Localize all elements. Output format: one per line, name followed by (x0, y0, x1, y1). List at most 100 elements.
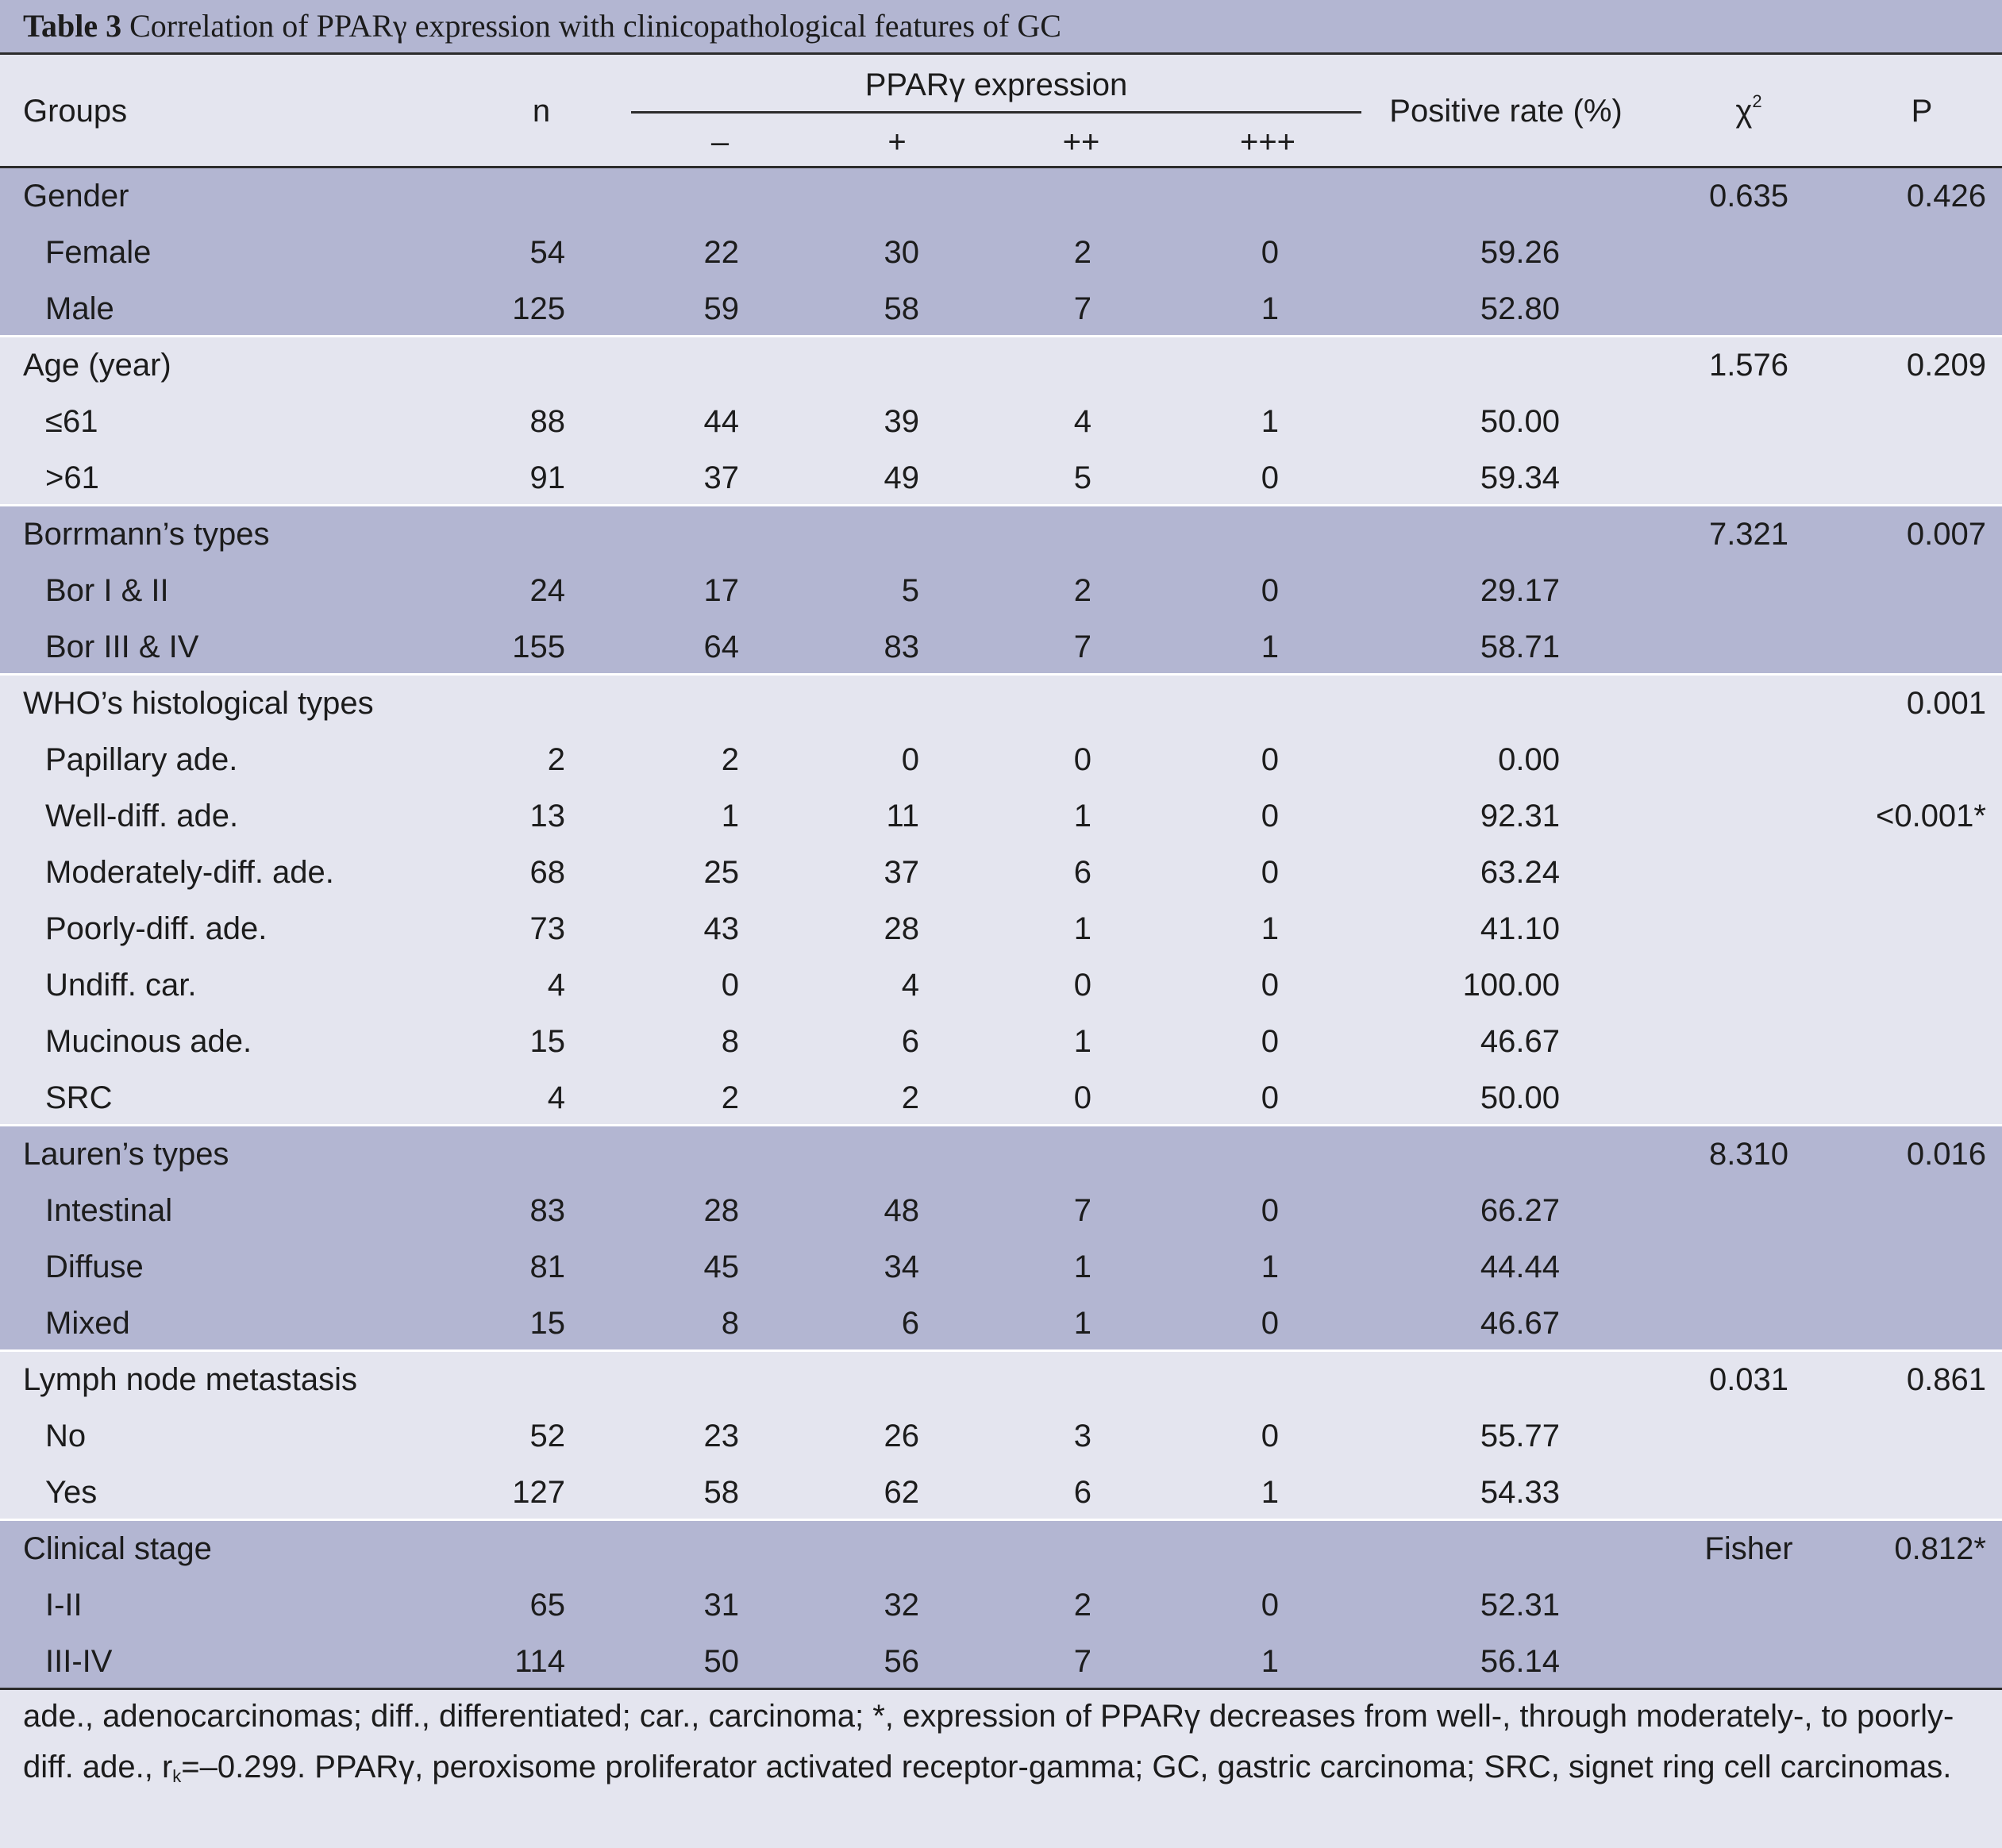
cell-positive-rate: 59.34 (1480, 460, 1560, 495)
row-label: >61 (45, 460, 99, 495)
cell-plus2: 7 (1073, 629, 1091, 664)
cell-neg: 31 (703, 1588, 740, 1623)
group-chi2: Fisher (1704, 1531, 1793, 1566)
table-row: Bor I & II 24 17 5 2 0 29.17 (0, 563, 2002, 619)
table-row: Moderately-diff. ade. 68 25 37 6 0 63.24 (0, 845, 2002, 901)
group-label: WHO’s histological types (23, 686, 374, 721)
cell-positive-rate: 46.67 (1480, 1024, 1560, 1059)
cell-plus3: 1 (1261, 1644, 1279, 1679)
group-header-row: Gender 0.635 0.426 (0, 168, 2002, 225)
row-label: ≤61 (45, 404, 98, 439)
cell-plus3: 0 (1261, 1080, 1279, 1115)
row-label: Bor I & II (45, 573, 169, 608)
group-label: Age (year) (23, 348, 171, 383)
cell-plus2: 2 (1073, 235, 1091, 270)
cell-plus3: 0 (1261, 235, 1279, 270)
group-header-row: WHO’s histological types 0.001 (0, 676, 2002, 732)
cell-positive-rate: 52.80 (1480, 291, 1560, 326)
cell-positive-rate: 58.71 (1480, 629, 1560, 664)
cell-n: 15 (529, 1306, 566, 1341)
group-p: 0.861 (1906, 1362, 1986, 1397)
cell-plus3: 0 (1261, 1588, 1279, 1623)
header-n: n (532, 94, 551, 129)
cell-neg: 44 (703, 404, 740, 439)
cell-positive-rate: 66.27 (1480, 1193, 1560, 1228)
row-label: Moderately-diff. ade. (45, 855, 334, 890)
cell-plus1: 58 (884, 291, 920, 326)
cell-plus3: 1 (1261, 291, 1279, 326)
row-label: Intestinal (45, 1193, 173, 1228)
cell-plus1: 4 (901, 968, 919, 1003)
header-plus3: +++ (1239, 125, 1296, 160)
table-row: I-II 65 31 32 2 0 52.31 (0, 1577, 2002, 1634)
cell-plus3: 1 (1261, 1475, 1279, 1510)
table-row: Mucinous ade. 15 8 6 1 0 46.67 (0, 1014, 2002, 1070)
table-title-bar: Table 3 Correlation of PPARγ expression … (0, 0, 2002, 55)
cell-neg: 59 (703, 291, 740, 326)
row-group: Gender 0.635 0.426 Female 54 22 30 2 0 59.26 Male 1… (0, 168, 2002, 337)
header-chi-sup: 2 (1752, 91, 1762, 111)
cell-plus2: 1 (1073, 1249, 1091, 1284)
cell-neg: 58 (703, 1475, 740, 1510)
cell-plus2: 1 (1073, 1024, 1091, 1059)
cell-neg: 43 (703, 911, 740, 946)
cell-plus1: 32 (884, 1588, 920, 1623)
cell-plus1: 37 (884, 855, 920, 890)
cell-n: 127 (512, 1475, 565, 1510)
header-groups: Groups (23, 94, 128, 129)
cell-plus3: 1 (1261, 629, 1279, 664)
cell-plus3: 0 (1261, 799, 1279, 834)
table-row: Male 125 59 58 7 1 52.80 (0, 281, 2002, 337)
row-label: SRC (45, 1080, 113, 1115)
cell-plus2: 6 (1073, 1475, 1091, 1510)
table-row: Undiff. car. 4 0 4 0 0 100.00 (0, 957, 2002, 1014)
group-header-row: Borrmann’s types 7.321 0.007 (0, 506, 2002, 563)
cell-plus2: 1 (1073, 1306, 1091, 1341)
cell-plus1: 6 (901, 1306, 919, 1341)
cell-plus2: 0 (1073, 968, 1091, 1003)
cell-n: 65 (529, 1588, 566, 1623)
table-row: Mixed 15 8 6 1 0 46.67 (0, 1296, 2002, 1352)
table-row: Poorly-diff. ade. 73 43 28 1 1 41.10 (0, 901, 2002, 957)
cell-plus3: 0 (1261, 1306, 1279, 1341)
header-expression: PPARγ expression (864, 67, 1128, 102)
cell-n: 114 (514, 1644, 565, 1679)
table-row: Intestinal 83 28 48 7 0 66.27 (0, 1183, 2002, 1239)
cell-plus2: 4 (1073, 404, 1091, 439)
group-chi2: 7.321 (1708, 517, 1789, 552)
cell-plus2: 6 (1073, 855, 1091, 890)
header-chi: χ (1735, 94, 1753, 129)
cell-neg: 8 (721, 1306, 739, 1341)
footnote-part1: ade., adenocarcinomas; diff., differenti… (23, 1699, 1954, 1784)
cell-plus2: 7 (1073, 1644, 1091, 1679)
cell-plus1: 62 (884, 1475, 920, 1510)
cell-n: 81 (529, 1249, 566, 1284)
cell-plus2: 0 (1073, 742, 1091, 777)
cell-positive-rate: 41.10 (1480, 911, 1560, 946)
cell-plus2: 2 (1073, 573, 1091, 608)
group-header-row: Age (year) 1.576 0.209 (0, 337, 2002, 394)
cell-neg: 0 (721, 968, 739, 1003)
cell-positive-rate: 52.31 (1480, 1588, 1560, 1623)
row-label: No (45, 1419, 87, 1453)
cell-positive-rate: 44.44 (1480, 1249, 1560, 1284)
cell-neg: 45 (703, 1249, 740, 1284)
cell-plus1: 56 (884, 1644, 920, 1679)
row-label: Bor III & IV (45, 629, 199, 664)
cell-plus1: 83 (884, 629, 920, 664)
group-header-row: Clinical stage Fisher 0.812* (0, 1521, 2002, 1577)
cell-positive-rate: 56.14 (1480, 1644, 1560, 1679)
row-label: Male (45, 291, 114, 326)
group-chi2: 1.576 (1708, 348, 1789, 383)
cell-plus2: 0 (1073, 1080, 1091, 1115)
header-neg: – (710, 125, 730, 160)
table-row: SRC 4 2 2 0 0 50.00 (0, 1070, 2002, 1126)
cell-n: 83 (529, 1193, 566, 1228)
row-label: Mixed (45, 1306, 130, 1341)
cell-plus2: 3 (1073, 1419, 1091, 1453)
header-expression-rule (631, 111, 1361, 114)
cell-neg: 2 (721, 742, 739, 777)
row-label: Yes (45, 1475, 98, 1510)
header-plus2: ++ (1062, 125, 1100, 160)
row-label: Well-diff. ade. (45, 799, 239, 834)
